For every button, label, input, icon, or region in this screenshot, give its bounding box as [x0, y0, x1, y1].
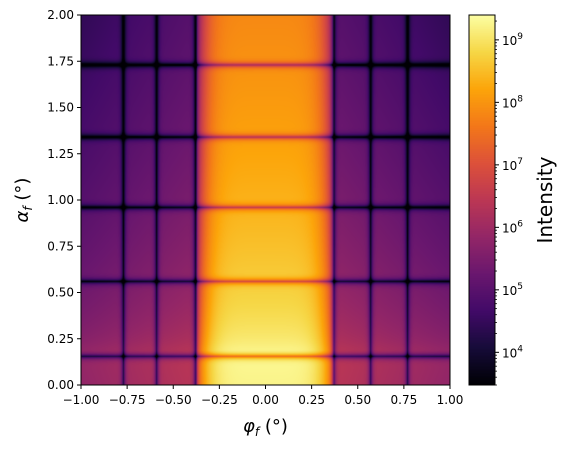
x-tick-label: 0.25	[298, 393, 325, 407]
colorbar-tick-label: 105	[502, 282, 523, 298]
x-axis-ticks: −1.00 −0.75 −0.50 −0.25 0.00 0.25 0.50 0.75 1.00	[63, 385, 464, 407]
colorbar-frame	[468, 14, 496, 386]
colorbar-tick-label: 107	[502, 157, 523, 173]
colorbar-ticks: 104 105 106 107 108 109	[495, 20, 523, 386]
x-tick-label: 0.75	[391, 393, 418, 407]
colorbar-tick-label: 108	[502, 94, 523, 110]
x-tick-label: −1.00	[63, 393, 100, 407]
colorbar-tick-label: 104	[502, 344, 523, 360]
y-tick-label: 0.25	[47, 332, 74, 346]
x-axis-label: φf (°)	[243, 416, 288, 439]
colorbar-tick-label: 106	[502, 219, 523, 235]
y-tick-label: 0.75	[47, 239, 74, 253]
x-tick-label: 0.50	[344, 393, 371, 407]
y-tick-label: 1.50	[47, 101, 74, 115]
y-axis-label: αf (°)	[12, 178, 35, 223]
x-tick-label: −0.75	[109, 393, 146, 407]
colorbar-tick-label: 109	[502, 32, 523, 48]
x-tick-label: −0.25	[201, 393, 238, 407]
x-tick-label: 1.00	[437, 393, 464, 407]
y-tick-label: 1.75	[47, 54, 74, 68]
y-axis-ticks: 0.00 0.25 0.50 0.75 1.00 1.25 1.50 1.75 2.00	[47, 8, 81, 392]
y-tick-label: 1.00	[47, 193, 74, 207]
colorbar-gradient	[469, 15, 495, 385]
plot-area	[80, 14, 451, 386]
colorbar-label: Intensity	[533, 156, 557, 243]
y-tick-label: 1.25	[47, 147, 74, 161]
x-tick-label: 0.00	[252, 393, 279, 407]
y-tick-label: 0.00	[47, 378, 74, 392]
x-tick-label: −0.50	[155, 393, 192, 407]
y-tick-label: 2.00	[47, 8, 74, 22]
colorbar: 104 105 106 107 108 109 Intensity	[468, 14, 557, 386]
y-tick-label: 0.50	[47, 286, 74, 300]
heatmap-image	[81, 15, 450, 385]
